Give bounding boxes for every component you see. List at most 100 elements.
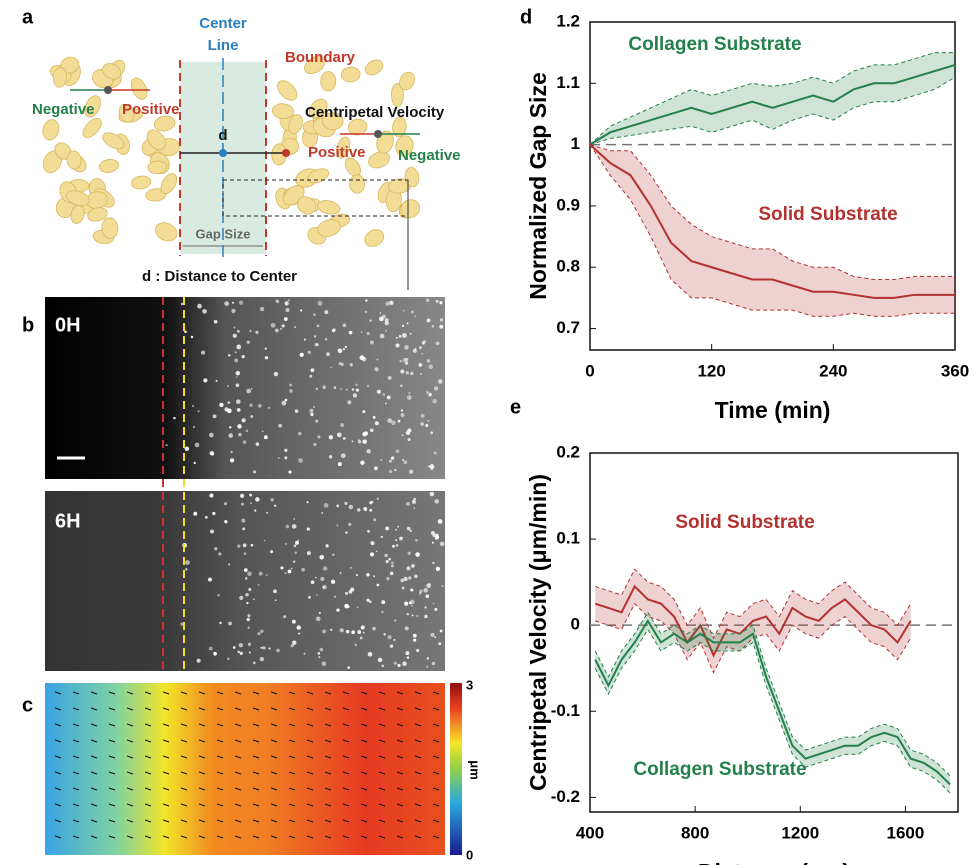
speckle-dot — [347, 666, 351, 669]
speckle-dot — [400, 413, 405, 417]
speckle-dot — [290, 644, 294, 648]
speckle-dot — [241, 518, 246, 523]
speckle-dot — [379, 316, 384, 322]
vector — [378, 707, 386, 711]
speckle-dot — [336, 608, 340, 612]
speckle-dot — [267, 406, 270, 409]
speckle-dot — [258, 404, 262, 408]
vector — [180, 787, 188, 791]
cell-dot — [374, 130, 382, 138]
speckle-dot — [402, 309, 405, 312]
colorbar-label: 3 — [466, 677, 473, 692]
error-bound — [594, 628, 951, 794]
cell — [404, 167, 420, 188]
speckle-dot — [348, 522, 352, 526]
vector — [414, 835, 422, 839]
speckle-dot — [237, 544, 241, 548]
speckle-dot — [344, 603, 349, 609]
vector — [414, 739, 422, 743]
panel-label: b — [22, 314, 34, 336]
vector — [54, 739, 62, 743]
speckle-dot — [344, 345, 347, 349]
speckle-dot — [366, 598, 370, 602]
diagram-label: Negative — [32, 101, 95, 118]
vector — [396, 835, 404, 839]
speckle-dot — [416, 648, 420, 653]
speckle-dot — [196, 658, 201, 663]
vector — [432, 691, 440, 695]
vector — [288, 835, 296, 839]
speckle-dot — [406, 612, 410, 616]
speckle-dot — [306, 501, 309, 504]
speckle-dot — [351, 440, 354, 443]
speckle-dot — [232, 646, 236, 649]
vector — [432, 755, 440, 759]
speckle-dot — [411, 564, 415, 568]
vector — [72, 691, 80, 695]
speckle-dot — [310, 412, 314, 417]
speckle-dot — [438, 379, 443, 384]
vector — [54, 707, 62, 711]
x-tick-label: 1600 — [887, 823, 925, 842]
speckle-dot — [387, 418, 392, 423]
speckle-dot — [429, 464, 435, 469]
speckle-dot — [317, 300, 323, 306]
speckle-dot — [340, 388, 342, 390]
speckle-dot — [351, 388, 354, 391]
speckle-dot — [306, 527, 310, 531]
speckle-dot — [425, 594, 430, 598]
speckle-dot — [345, 388, 348, 391]
speckle-dot — [349, 363, 353, 367]
vector — [306, 835, 314, 839]
cell — [160, 173, 178, 195]
vector — [288, 803, 296, 807]
vector — [360, 755, 368, 759]
speckle-dot — [402, 459, 405, 461]
vector — [270, 691, 278, 695]
speckle-dot — [316, 343, 319, 346]
speckle-dot — [395, 544, 399, 547]
speckle-dot — [431, 661, 436, 666]
vector — [324, 787, 332, 791]
speckle-dot — [406, 526, 411, 531]
speckle-dot — [391, 564, 394, 568]
speckle-dot — [336, 432, 342, 438]
vector — [144, 819, 152, 823]
vector — [396, 707, 404, 711]
speckle-dot — [234, 358, 239, 363]
y-tick-label: 0 — [571, 615, 580, 634]
vector — [216, 771, 224, 775]
speckle-dot — [308, 595, 311, 599]
speckle-dot — [430, 431, 434, 435]
speckle-dot — [414, 574, 418, 579]
speckle-dot — [369, 340, 374, 345]
cell — [277, 80, 298, 101]
speckle-dot — [315, 419, 319, 423]
vector — [180, 723, 188, 727]
vector — [378, 835, 386, 839]
vector — [162, 819, 170, 823]
vector — [144, 771, 152, 775]
speckle-dot — [246, 617, 250, 622]
speckle-dot — [228, 433, 233, 438]
speckle-dot — [273, 371, 279, 377]
speckle-dot — [284, 398, 288, 402]
speckle-dot — [412, 633, 417, 638]
speckle-dot — [381, 664, 385, 668]
vector — [90, 755, 98, 759]
center-dot — [219, 149, 227, 157]
speckle-dot — [238, 642, 244, 648]
speckle-dot — [306, 551, 311, 556]
vector — [306, 739, 314, 743]
vector — [270, 803, 278, 807]
vector — [360, 835, 368, 839]
speckle-dot — [409, 332, 412, 335]
vector — [180, 803, 188, 807]
vector — [198, 787, 206, 791]
diagram-label: Positive — [308, 144, 366, 161]
vector — [342, 835, 350, 839]
colorbar-label: μm — [468, 760, 483, 780]
cell — [101, 217, 119, 239]
speckle-dot — [400, 578, 405, 583]
